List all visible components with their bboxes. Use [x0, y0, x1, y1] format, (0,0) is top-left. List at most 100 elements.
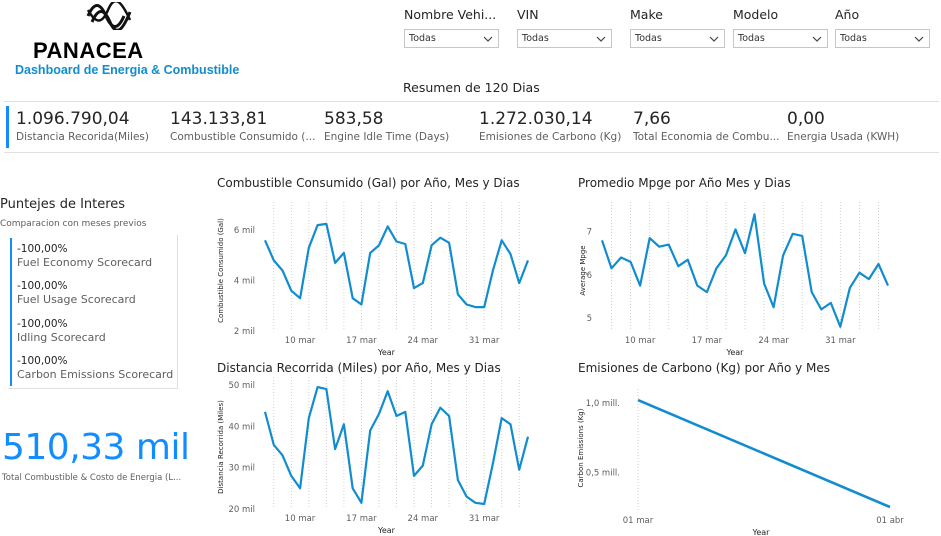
- scorecard-value: -100,00%: [17, 355, 68, 367]
- scorecard-panel: [8, 235, 178, 389]
- slicer-title: Nombre Vehi...: [404, 7, 497, 22]
- y-tick-label: 4 mil: [234, 277, 255, 287]
- scorecard-label: Fuel Usage Scorecard: [17, 293, 136, 306]
- y-axis-label: Carbon Emissions (Kg): [577, 408, 585, 487]
- y-axis-label: Combustible Consumido (Gal): [217, 218, 225, 323]
- kpi-label: Combustible Consumido (...: [170, 131, 316, 143]
- scorecard-value: -100,00%: [17, 280, 68, 292]
- kpi-accent-bar: [6, 106, 9, 148]
- slicer-dropdown[interactable]: Todas: [404, 29, 499, 48]
- x-tick-label: 10 mar: [285, 336, 316, 346]
- interest-title: Puntejes de Interes: [0, 197, 126, 212]
- scorecard-value: -100,00%: [17, 243, 68, 255]
- kpi-label: Engine Idle Time (Days): [324, 131, 450, 143]
- kpi-value: 143.133,81: [170, 109, 268, 129]
- slicer-vin: VIN Todas: [517, 7, 612, 51]
- interest-subtitle: Comparacion con meses previos: [0, 219, 147, 229]
- x-axis-label: Year: [377, 526, 396, 535]
- kpi-value: 1.096.790,04: [16, 109, 130, 129]
- chevron-down-icon: [709, 36, 719, 42]
- x-tick-label: 24 mar: [408, 336, 439, 346]
- chart-title-carbon: Emisiones de Carbono (Kg) por Año y Mes: [578, 361, 831, 375]
- x-tick-label: 31 mar: [469, 514, 500, 524]
- scorecard-item: -100,00% Fuel Usage Scorecard: [17, 280, 136, 306]
- y-tick-label: 6: [587, 271, 592, 281]
- slicer-title: Año: [835, 7, 860, 22]
- x-axis-label: Year: [752, 528, 771, 536]
- slicer-dropdown[interactable]: Todas: [835, 29, 930, 48]
- brand-subtitle: Dashboard de Energia & Combustible: [15, 63, 240, 77]
- kpi-label: Total Economia de Combu...: [633, 131, 780, 143]
- slicer-value: Todas: [409, 33, 436, 44]
- y-axis-label: Distancia Recorrida (Miles): [217, 400, 225, 494]
- x-tick-label: 10 mar: [625, 336, 656, 346]
- scorecard-item: -100,00% Idling Scorecard: [17, 318, 106, 344]
- slicer-dropdown[interactable]: Todas: [630, 29, 725, 48]
- x-tick-label: 31 mar: [825, 336, 856, 346]
- kpi-value: 7,66: [633, 109, 671, 129]
- slicer-dropdown[interactable]: Todas: [517, 29, 612, 48]
- x-tick-label: 17 mar: [346, 514, 377, 524]
- scorecard-accent-bar: [10, 238, 12, 386]
- wave-logo-icon: [86, 0, 132, 32]
- slicer-title: Make: [630, 7, 663, 22]
- kpi-value: 1.272.030,14: [479, 109, 593, 129]
- slicer-model: Modelo Todas: [733, 7, 828, 51]
- total-cost-label: Total Combustible & Costo de Energia (L.…: [2, 473, 182, 483]
- slicer-title: Modelo: [733, 7, 779, 22]
- scorecard-item: -100,00% Carbon Emissions Scorecard: [17, 355, 173, 381]
- x-tick-label: 24 mar: [408, 514, 439, 524]
- series-line: [637, 398, 891, 509]
- slicer-value: Todas: [738, 33, 765, 44]
- y-tick-label: 1,0 mill.: [586, 399, 620, 409]
- series-line: [600, 213, 890, 328]
- chart-distance[interactable]: 20 mil 30 mil 40 mil 50 mil 10 mar 17 mar 24 m…: [210, 377, 540, 536]
- total-cost-value: 510,33 mil: [2, 427, 190, 468]
- slicer-dropdown[interactable]: Todas: [733, 29, 828, 48]
- x-tick-label: 17 mar: [346, 336, 377, 346]
- slicer-title: VIN: [517, 7, 539, 22]
- x-tick-label: 01 abr: [876, 516, 904, 526]
- chart-carbon-emissions[interactable]: 0,5 mill. 1,0 mill. 01 mar 01 abr Year Carbon…: [572, 377, 912, 536]
- slicer-make: Make Todas: [630, 7, 725, 51]
- scorecard-label: Idling Scorecard: [17, 331, 106, 344]
- y-tick-label: 20 mil: [228, 505, 255, 515]
- kpi-card: 7,66 Total Economia de Combu...: [633, 109, 779, 143]
- slicer-year: Año Todas: [835, 7, 930, 51]
- chart-title-fuel: Combustible Consumido (Gal) por Año, Mes…: [217, 176, 520, 190]
- y-tick-label: 2 mil: [234, 327, 255, 337]
- kpi-band: [4, 101, 939, 153]
- series-line: [263, 386, 530, 506]
- y-tick-label: 7: [587, 228, 592, 238]
- kpi-value: 0,00: [787, 109, 825, 129]
- scorecard-label: Fuel Economy Scorecard: [17, 256, 153, 269]
- x-tick-label: 01 mar: [623, 516, 654, 526]
- brand-name: PANACEA: [33, 38, 144, 63]
- slicer-value: Todas: [635, 33, 662, 44]
- slicer-value: Todas: [840, 33, 867, 44]
- y-tick-label: 40 mil: [228, 422, 255, 432]
- scorecard-label: Carbon Emissions Scorecard: [17, 368, 174, 381]
- chevron-down-icon: [596, 36, 606, 42]
- x-tick-label: 10 mar: [285, 514, 316, 524]
- y-axis-label: Average Mpge: [579, 245, 587, 295]
- kpi-value: 583,58: [324, 109, 384, 129]
- kpi-label: Emisiones de Carbono (Kg): [479, 131, 622, 143]
- chevron-down-icon: [914, 36, 924, 42]
- kpi-card: 0,00 Energia Usada (KWH): [787, 109, 899, 143]
- kpi-label: Energia Usada (KWH): [787, 131, 900, 143]
- chevron-down-icon: [483, 36, 493, 42]
- x-tick-label: 17 mar: [692, 336, 723, 346]
- kpi-card: 143.133,81 Combustible Consumido (...: [170, 109, 315, 143]
- scorecard-value: -100,00%: [17, 318, 68, 330]
- chart-fuel-consumed[interactable]: 2 mil 4 mil 6 mil 10 mar 17 mar 24 mar 31 mar Y…: [210, 192, 540, 360]
- x-axis-label: Year: [377, 348, 396, 357]
- chart-title-mpge: Promedio Mpge por Año Mes y Dias: [578, 176, 791, 190]
- summary-title: Resumen de 120 Dias: [403, 80, 540, 95]
- y-tick-label: 5: [587, 314, 592, 324]
- slicer-vehicle-name: Nombre Vehi... Todas: [404, 7, 499, 51]
- scorecard-item: -100,00% Fuel Economy Scorecard: [17, 243, 152, 269]
- y-tick-label: 50 mil: [228, 381, 255, 391]
- chart-average-mpge[interactable]: 5 6 7 10 mar 17 mar 24 mar 31 mar Year Average M…: [572, 192, 902, 360]
- kpi-card: 1.272.030,14 Emisiones de Carbono (Kg): [479, 109, 621, 143]
